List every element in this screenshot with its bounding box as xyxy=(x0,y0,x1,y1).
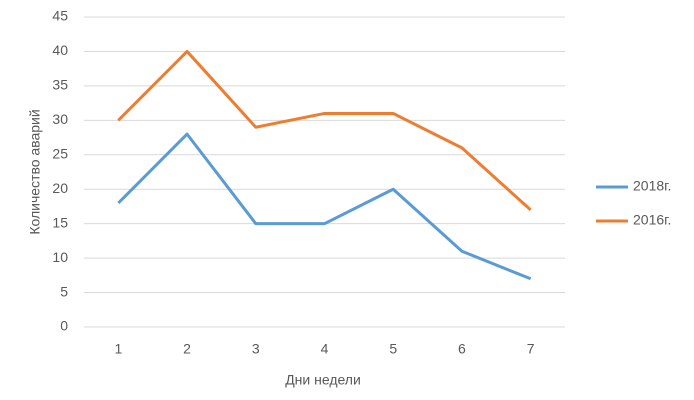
legend-label: 2016г. xyxy=(633,212,671,228)
y-tick-label: 25 xyxy=(52,145,68,161)
y-tick-label: 30 xyxy=(52,111,68,127)
y-tick-label: 40 xyxy=(52,42,68,58)
y-tick-label: 20 xyxy=(52,180,68,196)
x-axis-label: Дни недели xyxy=(285,372,361,388)
y-axis-label: Количество аварий xyxy=(27,109,43,234)
x-tick-label: 6 xyxy=(458,341,466,357)
y-tick-label: 0 xyxy=(60,318,68,334)
x-tick-label: 1 xyxy=(114,341,122,357)
series-line xyxy=(117,49,532,212)
y-tick-label: 5 xyxy=(60,283,68,299)
y-tick-label: 10 xyxy=(52,249,68,265)
x-tick-label: 7 xyxy=(527,341,535,357)
x-tick-label: 4 xyxy=(321,341,329,357)
y-tick-label: 45 xyxy=(52,8,68,24)
series-line xyxy=(117,132,532,281)
y-tick-label: 15 xyxy=(52,214,68,230)
legend-label: 2018г. xyxy=(633,178,671,194)
x-tick-label: 3 xyxy=(252,341,260,357)
x-tick-label: 5 xyxy=(389,341,397,357)
y-tick-label: 35 xyxy=(52,77,68,93)
x-tick-label: 2 xyxy=(183,341,191,357)
